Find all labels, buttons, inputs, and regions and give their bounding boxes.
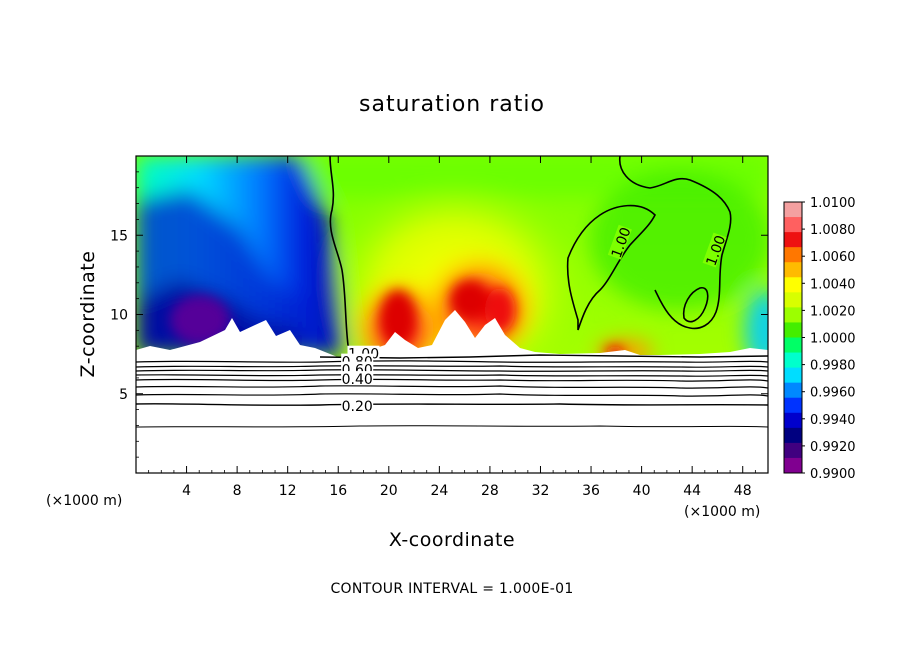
contour-1.00-right: [619, 156, 732, 330]
colorbar-swatch: [784, 307, 802, 323]
colorbar-swatch: [784, 217, 802, 233]
colorbar-swatch: [784, 337, 802, 354]
y-axis-ticks: 5 10 15: [110, 171, 768, 458]
colorbar-swatch: [784, 442, 802, 459]
colorbar-tick-label: 0.9960: [810, 386, 856, 401]
colorbar-swatch: [784, 427, 802, 444]
contour-label: 0.20: [342, 399, 373, 415]
contour-lines: [136, 156, 768, 428]
colorbar-tick-label: 1.0040: [810, 277, 856, 292]
contour-1.00-loop: [566, 204, 656, 331]
contour-0.50: [136, 378, 768, 382]
contour-label-bg: [341, 371, 374, 386]
colorbar-tick-label: 0.9940: [810, 413, 856, 428]
chart-title: saturation ratio: [359, 92, 545, 117]
colorbar-swatch: [784, 397, 802, 414]
colorbar-swatch: [784, 202, 802, 218]
x-tick-label-28: 28: [481, 483, 499, 499]
colorbar-tick-label: 0.9920: [810, 440, 856, 455]
y-tick-label-15: 15: [110, 228, 128, 244]
colorbar-tick-label: 0.9900: [810, 467, 856, 482]
terrain-mask: [136, 310, 768, 473]
colorbar-swatch: [784, 277, 802, 293]
x-tick-label-4: 4: [182, 483, 191, 499]
contour-label-group: 0.40: [341, 371, 374, 388]
x-tick-label-44: 44: [683, 483, 701, 499]
x-tick-label-16: 16: [329, 483, 347, 499]
colorbar-swatch: [784, 232, 802, 248]
contour-0.90: [136, 360, 768, 363]
contour-label-bg: [607, 224, 632, 260]
contour-0.70: [136, 369, 768, 372]
colorbar-tick-label: 1.0000: [810, 332, 856, 347]
colorbar-tick-label: 0.9980: [810, 359, 856, 374]
colorbar: 1.0100 1.0080 1.0060 1.0040 1.0020 1.0000 0.99…: [783, 196, 856, 482]
colorbar-swatch: [784, 262, 802, 278]
contour-label-bg: [702, 232, 727, 268]
x-axis-title: X-coordinate: [389, 529, 515, 551]
colorbar-swatch: [784, 322, 802, 338]
x-tick-label-20: 20: [380, 483, 398, 499]
contour-0.80: [136, 365, 768, 368]
y-tick-label-10: 10: [110, 308, 128, 324]
contour-0.30: [136, 393, 768, 397]
x-unit-label-right: (×1000 m): [684, 504, 760, 520]
contour-0.20: [136, 403, 768, 406]
x-tick-label-40: 40: [633, 483, 651, 499]
x-unit-label-left: (×1000 m): [46, 493, 122, 509]
contour-label-bg: [341, 398, 374, 413]
colorbar-tick-label: 1.0060: [810, 250, 856, 265]
colorbar-swatch: [784, 382, 802, 399]
y-tick-label-5: 5: [119, 387, 128, 403]
contour-1.00-left: [329, 156, 353, 359]
x-tick-label-48: 48: [734, 483, 752, 499]
colorbar-tick-label: 1.0080: [810, 223, 856, 238]
x-tick-label-8: 8: [233, 483, 242, 499]
contour-labels: 1.001.001.000.800.600.400.20: [341, 224, 729, 415]
x-tick-label-24: 24: [430, 483, 448, 499]
colorbar-swatch: [784, 352, 802, 369]
contour-1.00-small-loop: [682, 286, 709, 323]
colorbar-swatch: [784, 292, 802, 308]
contour-interval-note: CONTOUR INTERVAL = 1.000E-01: [330, 581, 573, 597]
x-tick-label-12: 12: [279, 483, 297, 499]
x-tick-label-32: 32: [532, 483, 550, 499]
colorbar-tick-label: 1.0020: [810, 304, 856, 319]
x-tick-label-36: 36: [582, 483, 600, 499]
y-axis-title: Z-coordinate: [77, 251, 99, 378]
contour-label: 0.40: [342, 372, 373, 388]
heatmap-field: [136, 156, 768, 473]
colorbar-swatch: [784, 412, 802, 429]
colorbar-swatch: [784, 457, 802, 474]
x-axis-ticks: 4 8 12 16 20 24 28 32 36 40 44 48: [148, 156, 756, 499]
contour-0.10: [136, 425, 768, 428]
contour-0.40: [136, 385, 768, 389]
contour-label-group: 0.20: [341, 398, 374, 415]
contour-1.00-surface: [319, 354, 768, 359]
colorbar-swatch: [784, 247, 802, 263]
colorbar-tick-label: 1.0100: [810, 196, 856, 211]
colorbar-swatch: [784, 367, 802, 384]
contour-0.60: [136, 374, 768, 377]
